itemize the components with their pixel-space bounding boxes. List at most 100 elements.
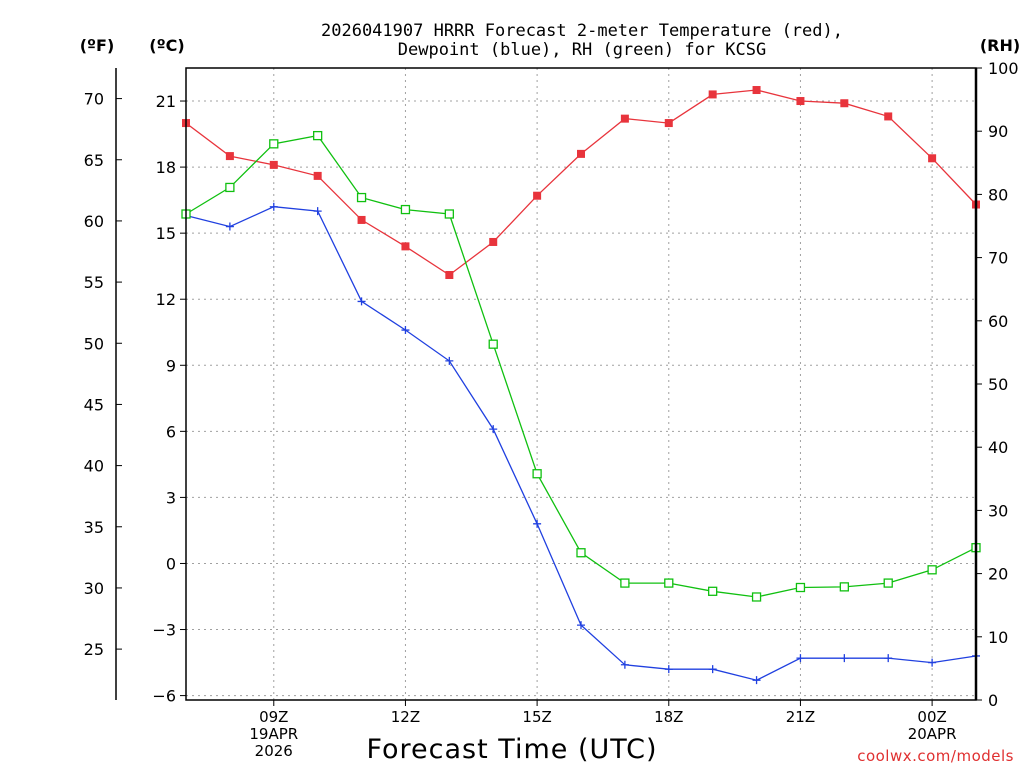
rh-tick-label: 20 xyxy=(988,565,1008,584)
dewpoint-point xyxy=(225,222,234,231)
rh-unit-label: (RH) xyxy=(980,36,1020,55)
celsius-tick-label: 9 xyxy=(166,356,176,375)
chart-title-line2: Dewpoint (blue), RH (green) for KCSG xyxy=(398,40,766,60)
rh-point xyxy=(883,578,893,588)
celsius-tick-label: 15 xyxy=(156,224,176,243)
rh-point xyxy=(708,586,718,596)
rh-point xyxy=(269,139,279,149)
dewpoint-point xyxy=(884,654,893,663)
celsius-tick-label: 0 xyxy=(166,554,176,573)
dewpoint-point xyxy=(708,665,717,674)
dewpoint-line xyxy=(185,206,977,681)
rh-point xyxy=(664,578,674,588)
temperature-point xyxy=(796,97,805,106)
celsius-tick-label: 6 xyxy=(166,422,176,441)
x-axis-label: Forecast Time (UTC) xyxy=(366,734,657,765)
fahrenheit-tick-label: 65 xyxy=(84,151,104,170)
temperature-point xyxy=(313,171,322,180)
celsius-tick-label: 12 xyxy=(156,290,176,309)
fahrenheit-tick-label: 35 xyxy=(84,518,104,537)
rh-tick-label: 80 xyxy=(988,185,1008,204)
time-tick-label: 2026 xyxy=(255,742,293,760)
credit-text: coolwx.com/models xyxy=(857,747,1014,765)
rh-point xyxy=(444,209,454,219)
rh-point xyxy=(576,548,586,558)
gridlines xyxy=(186,68,976,700)
rh-point xyxy=(356,192,367,203)
dewpoint-point xyxy=(357,297,366,306)
dewpoint-point xyxy=(664,665,673,674)
time-tick-label: 21Z xyxy=(786,708,815,726)
fahrenheit-tick-label: 45 xyxy=(84,395,104,414)
temperature-point xyxy=(664,119,673,128)
data-series xyxy=(181,86,981,685)
rh-point xyxy=(532,469,542,479)
celsius-tick-label: −3 xyxy=(152,621,176,640)
time-tick-label: 12Z xyxy=(391,708,420,726)
chart-title-line1: 2026041907 HRRR Forecast 2-meter Tempera… xyxy=(321,21,843,41)
rh-tick-label: 40 xyxy=(988,438,1008,457)
rh-point xyxy=(488,339,498,349)
rh-tick-label: 60 xyxy=(988,312,1008,331)
time-tick-label: 09Z xyxy=(259,708,288,726)
dewpoint-point xyxy=(752,676,761,685)
time-tick-label: 15Z xyxy=(522,708,551,726)
rh-tick-label: 0 xyxy=(988,691,998,710)
fahrenheit-tick-label: 55 xyxy=(84,273,104,292)
rh-point xyxy=(313,130,323,141)
rh-tick-label: 90 xyxy=(988,122,1008,141)
dewpoint-point xyxy=(445,356,454,365)
rh-point xyxy=(751,592,762,602)
dewpoint-point xyxy=(489,425,498,434)
rh-point xyxy=(620,578,630,588)
rh-line xyxy=(185,134,977,598)
dewpoint-point xyxy=(313,207,322,216)
rh-point xyxy=(225,182,235,193)
temperature-point xyxy=(752,86,761,95)
fahrenheit-tick-label: 30 xyxy=(84,579,104,598)
series-rh xyxy=(181,130,981,602)
fahrenheit-tick-label: 70 xyxy=(84,90,104,109)
fahrenheit-tick-label: 25 xyxy=(84,640,104,659)
temperature-point xyxy=(928,154,937,163)
rh-point xyxy=(927,565,937,575)
series-dewpoint xyxy=(182,202,980,685)
temperature-point xyxy=(225,152,234,161)
celsius-tick-label: 3 xyxy=(166,488,176,507)
celsius-tick-label: 21 xyxy=(156,92,176,111)
time-tick-label: 00Z xyxy=(917,708,946,726)
temperature-point xyxy=(577,149,585,158)
temperature-point xyxy=(840,99,849,108)
dewpoint-point xyxy=(269,202,278,211)
plot-frame xyxy=(185,67,977,701)
dewpoint-point xyxy=(928,658,937,667)
temperature-point xyxy=(445,270,454,279)
dewpoint-point xyxy=(533,519,542,528)
rh-point xyxy=(400,204,411,215)
temperature-line xyxy=(185,89,977,276)
fahrenheit-tick-label: 40 xyxy=(84,457,104,476)
rh-point xyxy=(795,582,806,593)
dewpoint-point xyxy=(577,621,585,630)
temperature-point xyxy=(533,191,542,200)
temperature-point xyxy=(884,112,893,121)
dewpoint-point xyxy=(401,326,410,335)
temperature-point xyxy=(357,215,366,224)
time-tick-label: 19APR xyxy=(249,725,298,743)
dewpoint-point xyxy=(796,654,805,663)
temperature-point xyxy=(708,90,717,99)
rh-tick-label: 100 xyxy=(988,59,1019,78)
rh-tick-label: 50 xyxy=(988,375,1008,394)
series-temperature xyxy=(182,86,980,279)
fahrenheit-tick-label: 60 xyxy=(84,212,104,231)
time-tick-label: 18Z xyxy=(654,708,683,726)
fahrenheit-unit-label: (ºF) xyxy=(80,36,115,55)
celsius-axis: 21 18 15 12 9 6 3 0 −3 −6 xyxy=(152,92,186,706)
celsius-tick-label: 18 xyxy=(156,158,176,177)
celsius-unit-label: (ºC) xyxy=(149,36,184,55)
dewpoint-point xyxy=(620,660,629,669)
rh-tick-label: 30 xyxy=(988,501,1008,520)
